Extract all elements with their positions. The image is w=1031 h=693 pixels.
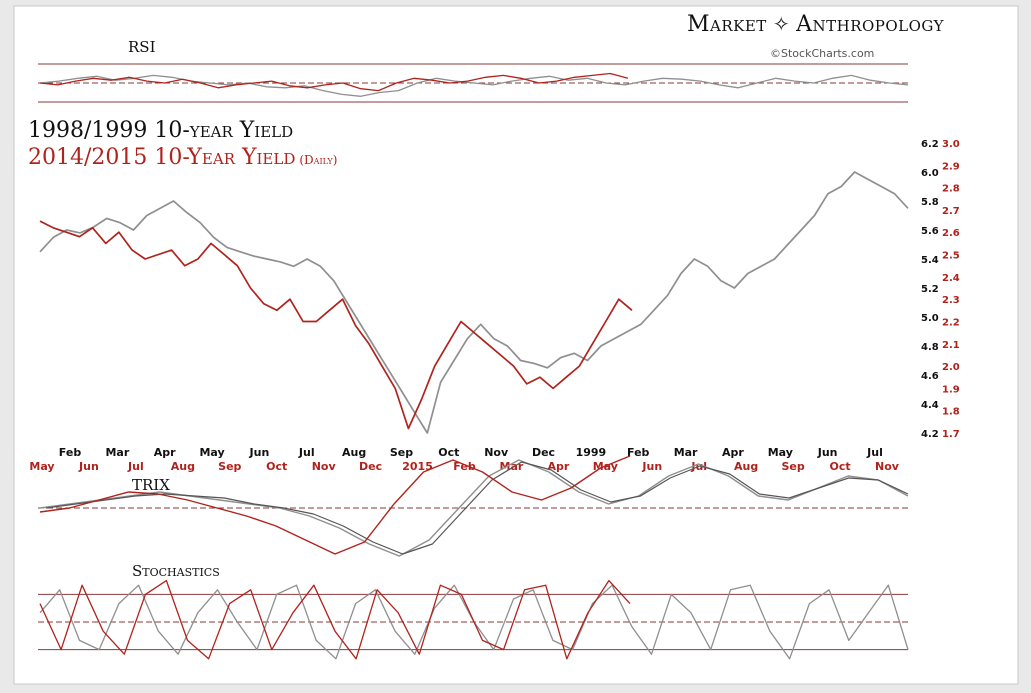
x-tick-2014: Aug [734, 460, 758, 473]
x-tick-1998: May [199, 446, 224, 459]
price-panel [39, 171, 909, 434]
brand-logo: Market ✧ Anthropology [687, 12, 944, 37]
brand-name-2: Anthropology [796, 12, 945, 37]
x-tick-2014: Nov [875, 460, 900, 473]
trix-line-2014 [39, 455, 631, 555]
x-tick-2014: Sep [218, 460, 241, 473]
y-right-tick: 1.8 [942, 407, 960, 418]
stochastics-panel [38, 579, 909, 660]
stockcharts-credit: ©StockCharts.com [770, 47, 875, 60]
y-right-tick: 2.9 [942, 161, 960, 172]
y-right-tick: 2.1 [942, 340, 960, 351]
trix-label: TRIX [132, 476, 170, 494]
x-tick-1998: Aug [342, 446, 366, 459]
x-tick-2014: Oct [829, 460, 850, 473]
x-tick-2014: Sep [781, 460, 804, 473]
x-tick-2014: May [29, 460, 54, 473]
chart-background [13, 5, 1019, 685]
y-left-tick: 5.0 [921, 313, 939, 324]
stoch-line-2014 [39, 579, 631, 660]
title-2014-note: (Daily) [299, 153, 338, 167]
y-right-tick: 2.6 [942, 228, 960, 239]
trix-line-1998-b [45, 461, 909, 555]
brand-name: Market [687, 12, 767, 37]
x-tick-2014: Nov [312, 460, 337, 473]
y-left-tick: 4.2 [921, 429, 939, 440]
trix-panel [38, 455, 909, 557]
y-left-tick: 4.8 [921, 342, 939, 353]
x-tick-1998: Mar [674, 446, 698, 459]
y-left-tick: 5.6 [921, 226, 939, 237]
y-axes: 6.2 6.0 5.8 5.6 5.4 5.2 5.0 4.8 4.6 4.4 4.2 3.0 2.9 2… [921, 139, 960, 440]
x-tick-2014: Dec [359, 460, 382, 473]
x-tick-1998: 1999 [576, 446, 607, 459]
rsi-line-2014 [39, 72, 629, 92]
x-tick-1998: Feb [59, 446, 82, 459]
y-right-tick: 2.2 [942, 317, 960, 328]
x-tick-1998: Feb [627, 446, 650, 459]
y-right-tick: 3.0 [942, 139, 960, 150]
y-right-tick: 2.0 [942, 362, 960, 373]
x-tick-1998: Jun [817, 446, 838, 459]
x-tick-2014: Mar [500, 460, 524, 473]
x-tick-2014: Apr [547, 460, 569, 473]
x-tick-1998: Oct [438, 446, 459, 459]
x-tick-2014: 2015 [402, 460, 433, 473]
y-right-tick: 2.3 [942, 295, 960, 306]
yield-line-2014 [39, 220, 633, 430]
x-tick-1998: Sep [390, 446, 413, 459]
y-left-tick: 5.8 [921, 197, 939, 208]
y-right-tick: 2.8 [942, 184, 960, 195]
y-right-tick: 2.5 [942, 251, 960, 262]
x-tick-1998: Jul [866, 446, 883, 459]
dna-helix-icon: ✧ [772, 12, 791, 36]
y-right-tick: 1.9 [942, 384, 960, 395]
y-left-tick: 5.2 [921, 284, 939, 295]
title-1998: 1998/1999 10-year Yield [28, 118, 294, 143]
x-tick-1998: Jul [298, 446, 315, 459]
x-tick-2014: Jun [78, 460, 99, 473]
stochastics-label: Stochastics [132, 562, 220, 580]
x-tick-2014: Aug [171, 460, 195, 473]
y-left-tick: 6.2 [921, 139, 939, 150]
x-tick-1998: Dec [532, 446, 555, 459]
x-tick-1998: Apr [722, 446, 744, 459]
y-left-tick: 5.4 [921, 255, 939, 266]
y-left-tick: 4.4 [921, 400, 939, 411]
y-right-tick: 1.7 [942, 429, 960, 440]
x-tick-1998: Nov [484, 446, 509, 459]
y-left-tick: 4.6 [921, 371, 939, 382]
x-tick-1998: May [768, 446, 793, 459]
title-2014-text: 2014/2015 10-Year Yield [28, 145, 296, 170]
x-tick-1998: Jun [249, 446, 270, 459]
x-tick-2014: Feb [453, 460, 476, 473]
x-tick-1998: Apr [154, 446, 176, 459]
x-tick-2014: Jul [127, 460, 144, 473]
y-left-tick: 6.0 [921, 168, 939, 179]
x-tick-2014: Oct [266, 460, 287, 473]
month-axis: Feb Mar Apr May Jun Jul Aug Sep Oct Nov Dec 1999 Feb… [29, 446, 899, 473]
y-right-tick: 2.4 [942, 273, 960, 284]
rsi-label: RSI [128, 38, 156, 56]
x-tick-2014: Jun [641, 460, 662, 473]
title-2014: 2014/2015 10-Year Yield (Daily) [28, 145, 337, 170]
x-tick-1998: Mar [105, 446, 129, 459]
rsi-panel [38, 63, 909, 103]
y-right-tick: 2.7 [942, 206, 960, 217]
